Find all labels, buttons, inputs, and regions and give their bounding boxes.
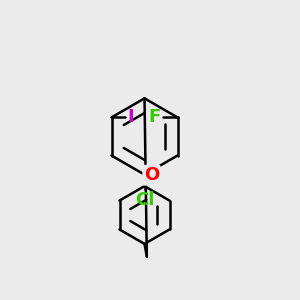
Text: Cl: Cl — [135, 191, 154, 209]
Text: F: F — [148, 108, 160, 126]
Text: I: I — [128, 108, 134, 126]
Text: O: O — [144, 166, 159, 184]
